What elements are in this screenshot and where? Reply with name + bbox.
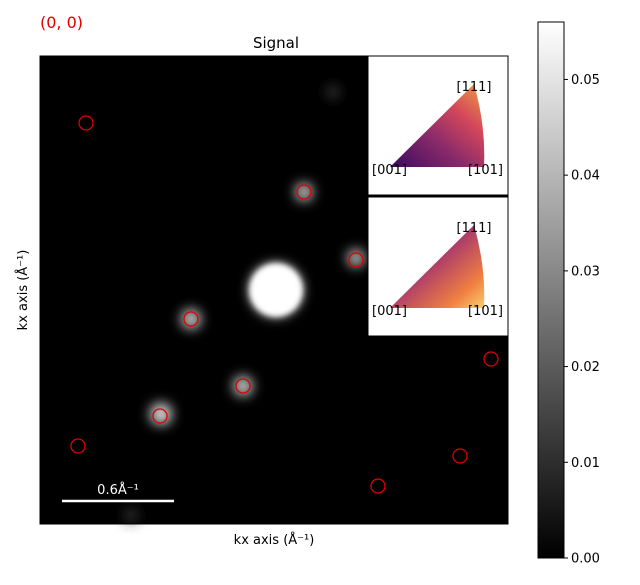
colorbar-tick-label: 0.00 [571, 552, 600, 567]
colorbar-fill [537, 21, 565, 559]
image-frame [39, 55, 509, 525]
colorbar-tick-label: 0.02 [571, 360, 600, 375]
inset-label: [101] [468, 304, 503, 319]
markers [70, 115, 499, 494]
marker [235, 378, 251, 394]
marker [370, 478, 386, 494]
central-spot [250, 264, 302, 316]
spot [295, 183, 313, 201]
inset-label: [111] [457, 221, 492, 236]
spot [124, 508, 138, 522]
marker [348, 252, 364, 268]
corner-label: (0, 0) [40, 13, 83, 32]
marker [296, 184, 312, 200]
y-axis-label: kx axis (Å⁻¹) [15, 250, 31, 331]
marker [70, 438, 86, 454]
colorbar-tick-label: 0.05 [571, 73, 600, 88]
marker [152, 408, 168, 424]
marker [183, 311, 199, 327]
inset-label: [001] [372, 304, 407, 319]
x-axis-label: kx axis (Å⁻¹) [234, 532, 315, 548]
inset-label: [101] [468, 163, 503, 178]
inset-label: [001] [372, 163, 407, 178]
colorbar-tick-label: 0.04 [571, 169, 600, 184]
inset-label: [111] [457, 80, 492, 95]
colorbar-tick-label: 0.03 [571, 264, 600, 279]
marker [78, 115, 94, 131]
spot [347, 249, 365, 267]
marker [452, 448, 468, 464]
marker [483, 351, 499, 367]
scale-bar-label: 0.6Å⁻¹ [97, 482, 139, 498]
spot [326, 85, 340, 99]
colorbar-tick-label: 0.01 [571, 456, 600, 471]
ipf-triangle [390, 84, 485, 167]
ipf-triangle [390, 225, 485, 308]
colorbar: 0.00 0.01 0.02 0.03 0.04 0.05 [537, 21, 600, 567]
insets: [111] [001] [101] [111] [001] [101] [367, 55, 509, 337]
chart-title: Signal [253, 34, 299, 52]
